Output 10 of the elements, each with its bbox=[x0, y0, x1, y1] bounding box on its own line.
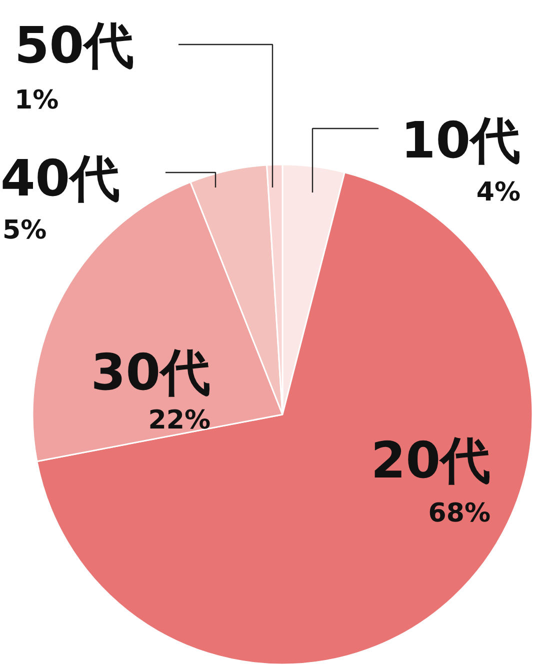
data-label: 68% bbox=[428, 498, 490, 528]
slice-label: 20代 bbox=[370, 432, 491, 490]
slice-label: 40代 bbox=[0, 150, 120, 208]
data-label: 1% bbox=[14, 86, 59, 116]
data-label: 5% bbox=[2, 216, 47, 246]
data-label: 22% bbox=[148, 406, 210, 436]
slice-label: 10代 bbox=[400, 112, 521, 170]
slice-label: 50代 bbox=[14, 16, 134, 74]
slice-label: 30代 bbox=[90, 344, 211, 402]
data-label: 4% bbox=[476, 178, 521, 208]
